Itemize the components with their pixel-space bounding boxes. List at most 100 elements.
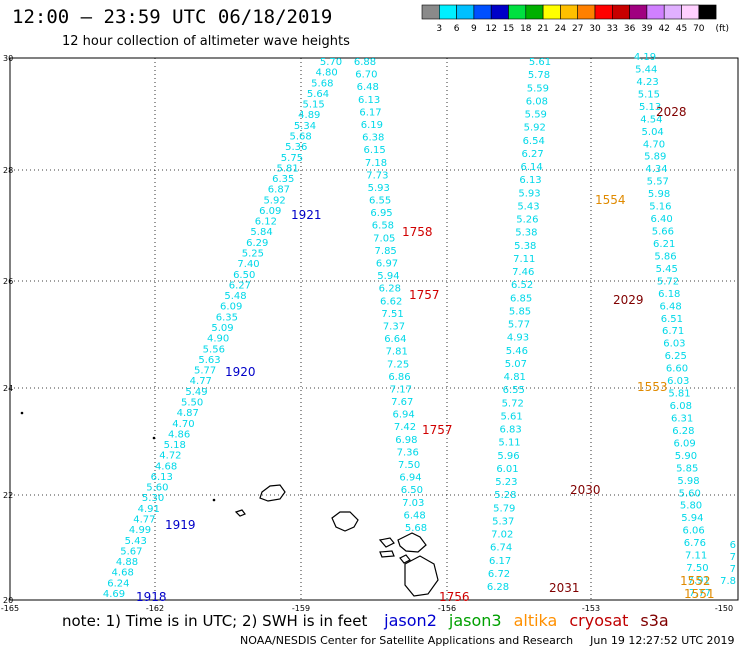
swh-value: 5.84	[250, 227, 272, 238]
legend-tick-label: 9	[471, 24, 477, 34]
legend-tick-label: 42	[658, 24, 669, 34]
swh-value: 5.92	[263, 195, 285, 206]
time-label: 2029	[613, 293, 644, 307]
island-outline	[234, 509, 246, 517]
time-label: 2031	[549, 581, 580, 595]
swh-value: 6.94	[399, 473, 421, 484]
swh-value: 6.94	[392, 410, 414, 421]
swh-value: 6.09	[259, 206, 281, 217]
swh-value: 7.11	[513, 254, 535, 265]
map-frame: 30 28 26 24 22 20-165 -162 -159 -156 -153 -150	[1, 54, 739, 613]
swh-value: 6.08	[670, 401, 692, 412]
swh-value: 5.72	[502, 398, 524, 409]
legend-swatch	[456, 4, 475, 20]
swh-value: 5.49	[185, 387, 207, 398]
map-border	[9, 57, 739, 601]
swh-value: 6.85	[510, 293, 532, 304]
legend-tick-label: 3	[436, 24, 442, 34]
lon-label: -156	[438, 604, 456, 613]
swh-value: 5.94	[377, 271, 399, 282]
color-legend: 3 6 9 12 15 18 21 24 27 30 33 36 39 42 45 70 (ft)	[421, 4, 729, 34]
legend-swatch	[525, 4, 544, 20]
time-label: 1919	[165, 518, 196, 532]
swh-value: 5.93	[368, 183, 390, 194]
swh-value: 6.88	[354, 57, 376, 68]
swh-value: 5.43	[125, 536, 147, 547]
swh-value: 7.18	[365, 158, 387, 169]
swh-value: 6.06	[682, 526, 704, 537]
legend-swatch	[421, 4, 440, 20]
swh-value: 6.71	[662, 326, 684, 337]
swh-value: 7.46	[512, 267, 534, 278]
swh-value: 5.18	[164, 440, 186, 451]
swh-value: 6.29	[246, 238, 268, 249]
legend-tick-label: 33	[607, 24, 618, 34]
island-dot	[212, 498, 216, 502]
legend-swatch	[473, 4, 492, 20]
swh-value: 7.40	[237, 259, 259, 270]
swh-value: 6.97	[376, 259, 398, 270]
swh-value: 4.87	[177, 408, 199, 419]
swh-value: 6.17	[489, 556, 511, 567]
swh-value: 6.48	[659, 301, 681, 312]
time-label: 1757	[409, 288, 440, 302]
satellite-name: jason2	[384, 611, 437, 630]
swh-value: 7.37	[383, 321, 405, 332]
legend-swatch	[542, 4, 561, 20]
swh-value: 4.19	[634, 52, 656, 63]
swh-value: 5.25	[242, 249, 264, 260]
lat-label: 20	[3, 596, 13, 605]
swh-value: 7.51	[381, 309, 403, 320]
swh-value: 5.15	[303, 100, 325, 111]
legend-tick-label: 27	[572, 24, 583, 34]
island-outline	[259, 484, 286, 502]
swh-value: 5.34	[294, 121, 316, 132]
swh-value: 4.81	[504, 372, 526, 383]
swh-value: 5.36	[285, 142, 307, 153]
swh-value: 4.34	[645, 164, 667, 175]
swh-value: 4.72	[159, 451, 181, 462]
swh-value: 5.07	[505, 359, 527, 370]
legend-swatch	[611, 4, 630, 20]
swh-value: 5.81	[668, 389, 690, 400]
swh-value: 5.28	[494, 490, 516, 501]
swh-value: 5.16	[649, 202, 671, 213]
swh-value: 7.42	[394, 422, 416, 433]
swh-value: 5.59	[527, 83, 549, 94]
legend-tick-label: 45	[676, 24, 687, 34]
swh-value: 4.99	[129, 525, 151, 536]
swh-value: 5.72	[657, 276, 679, 287]
swh-value: 4.86	[168, 429, 190, 440]
swh-value: 5.90	[675, 451, 697, 462]
swh-value: 5.38	[515, 228, 537, 239]
lat-label: 24	[3, 384, 13, 393]
lat-label: 30	[3, 54, 13, 63]
lon-label: -150	[715, 604, 733, 613]
swh-value: 5.09	[211, 323, 233, 334]
satellite-name: cryosat	[569, 611, 629, 630]
swh-value: 6.08	[526, 96, 548, 107]
swh-value: 4.90	[207, 334, 229, 345]
legend-swatch	[646, 4, 665, 20]
swh-value: 6.31	[671, 413, 693, 424]
legend-tick-label: 24	[555, 24, 567, 34]
legend-tick-label: 6	[454, 24, 460, 34]
swh-value: 4.54	[640, 114, 662, 125]
swh-value: 5.66	[652, 227, 674, 238]
legend-tick-label: 21	[537, 24, 548, 34]
swh-value: 5.78	[528, 70, 550, 81]
swh-value: 4.69	[103, 589, 125, 600]
swh-value: 6.58	[372, 221, 394, 232]
swh-value: 6.50	[401, 485, 423, 496]
swh-value: 6.17	[359, 107, 381, 118]
swh-value: 7.03	[402, 498, 424, 509]
legend-swatch	[577, 4, 596, 20]
swh-value-edge: 7.8	[720, 576, 736, 587]
swh-value: 5.30	[142, 493, 164, 504]
credit-text: NOAA/NESDIS Center for Satellite Applica…	[240, 634, 574, 647]
swh-value: 5.98	[648, 189, 670, 200]
swh-value: 7.11	[685, 551, 707, 562]
swh-value: 6.86	[388, 372, 410, 383]
swh-value: 6.13	[519, 175, 541, 186]
